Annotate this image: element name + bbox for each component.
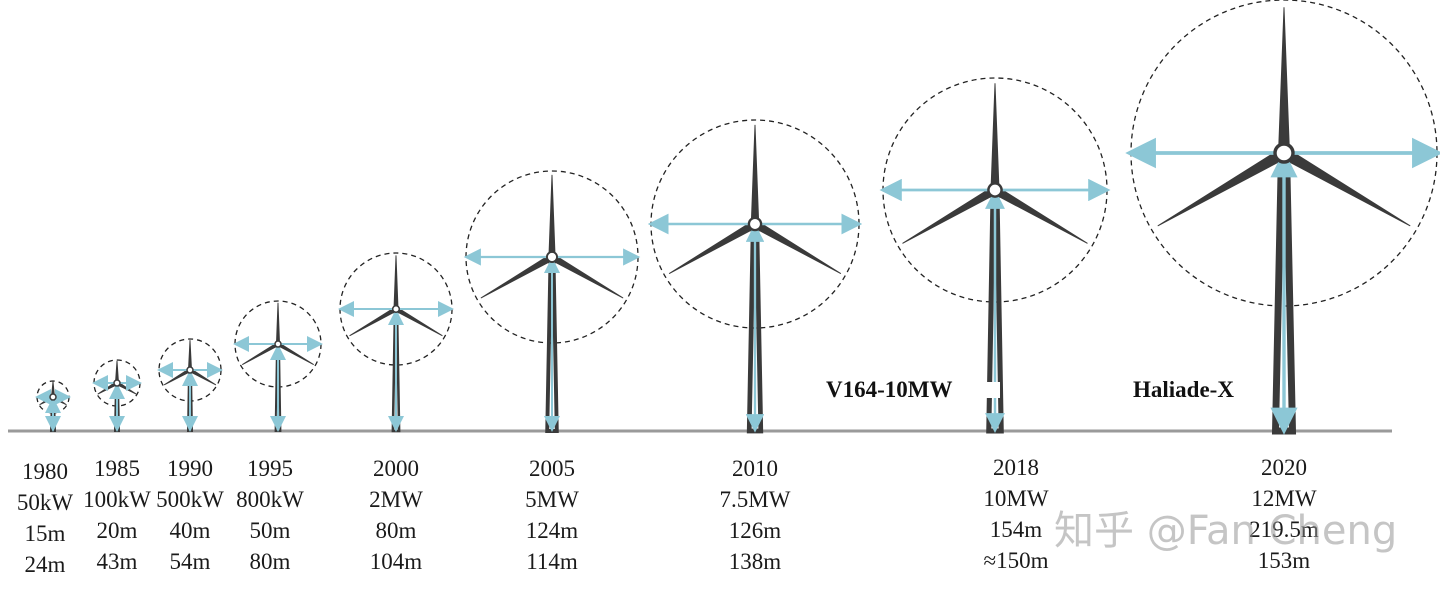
turbine-spec-1980: 1980 50kW 15m 24m: [0, 456, 105, 580]
blade-2: [752, 220, 842, 274]
hub: [1273, 142, 1295, 164]
turbine-2000: [338, 252, 454, 433]
blade-3: [349, 306, 398, 337]
turbine-2010: [647, 119, 863, 434]
spec-year: 2018: [993, 455, 1039, 480]
spec-year: 1980: [22, 459, 68, 484]
model-label-v164: V164-10MW: [826, 377, 953, 402]
spec-height: 24m: [24, 552, 66, 577]
blade-3: [1157, 147, 1288, 227]
blade-3: [668, 220, 758, 274]
blade-1: [1278, 7, 1290, 154]
spec-rotor: 50m: [249, 518, 291, 543]
blade-2: [276, 342, 314, 365]
blade-3: [902, 186, 998, 244]
hub: [747, 216, 763, 232]
model-label-haliade: Haliade-X: [1133, 377, 1234, 402]
spec-power: 7.5MW: [719, 487, 791, 512]
spec-power: 12MW: [1251, 486, 1317, 511]
blade-1: [188, 340, 192, 371]
spec-power: 800kW: [236, 487, 304, 512]
spec-height: 138m: [728, 549, 782, 574]
turbine-spec-2018: 2018 10MW 154m ≈150m: [956, 452, 1076, 576]
spec-height: 114m: [526, 549, 578, 574]
turbine-1980: [35, 380, 71, 432]
spec-power: 2MW: [369, 487, 423, 512]
spec-year: 1990: [167, 456, 213, 481]
spec-height: ≈150m: [983, 548, 1049, 573]
spec-rotor: 219.5m: [1249, 517, 1319, 542]
turbine-2018: [879, 77, 1111, 434]
turbine-1995: [233, 300, 323, 432]
spec-year: 2000: [373, 456, 419, 481]
blade-3: [242, 342, 280, 365]
spec-height: 104m: [369, 549, 423, 574]
turbine-spec-2005: 2005 5MW 124m 114m: [492, 453, 612, 577]
turbine-spec-2010: 2010 7.5MW 126m 138m: [695, 453, 815, 577]
turbine-2020: [1125, 0, 1440, 435]
spec-height: 43m: [96, 549, 138, 574]
hub: [186, 366, 194, 374]
blade-1: [548, 174, 556, 258]
blade-2: [394, 306, 443, 337]
spec-rotor: 80m: [375, 518, 417, 543]
spec-height: 153m: [1257, 548, 1311, 573]
blade-1: [275, 302, 281, 345]
turbine-1985: [92, 359, 142, 432]
turbine-spec-1985: 1985 100kW 20m 43m: [57, 453, 177, 577]
hub: [49, 393, 57, 401]
spec-year: 1985: [94, 456, 140, 481]
spec-rotor: 124m: [525, 518, 579, 543]
blade-2: [1280, 147, 1411, 227]
hub: [113, 379, 121, 387]
spec-rotor: 15m: [24, 521, 66, 546]
spec-power: 500kW: [156, 487, 224, 512]
blade-3: [480, 253, 555, 299]
spec-power: 50kW: [16, 490, 74, 515]
spec-year: 2005: [529, 456, 575, 481]
spec-rotor: 126m: [728, 518, 782, 543]
watermark: 知乎 @Fan Cheng: [1054, 508, 1398, 554]
blade-2: [992, 186, 1088, 244]
hub: [274, 340, 282, 348]
spec-rotor: 40m: [169, 518, 211, 543]
blade-1: [393, 255, 399, 310]
spec-power: 10MW: [983, 486, 1049, 511]
turbine-2005: [463, 170, 641, 433]
hub: [987, 182, 1003, 198]
turbine-spec-2020: 2020 12MW 219.5m 153m: [1224, 452, 1344, 576]
spec-power: 100kW: [83, 487, 151, 512]
spec-year: 2010: [732, 456, 778, 481]
spec-height: 54m: [169, 549, 211, 574]
hub: [391, 304, 401, 314]
blade-1: [990, 83, 1000, 191]
turbine-spec-1990: 1990 500kW 40m 54m: [130, 453, 250, 577]
spec-height: 80m: [249, 549, 291, 574]
blade-1: [750, 124, 760, 225]
turbine-1990: [157, 338, 223, 432]
label-patch: [986, 382, 1000, 398]
spec-year: 2020: [1261, 455, 1307, 480]
spec-rotor: 154m: [989, 517, 1043, 542]
hub: [545, 250, 559, 264]
turbine-spec-1995: 1995 800kW 50m 80m: [210, 453, 330, 577]
spec-rotor: 20m: [96, 518, 138, 543]
spec-year: 1995: [247, 456, 293, 481]
blade-2: [549, 253, 624, 299]
spec-power: 5MW: [525, 487, 579, 512]
turbine-spec-2000: 2000 2MW 80m 104m: [336, 453, 456, 577]
